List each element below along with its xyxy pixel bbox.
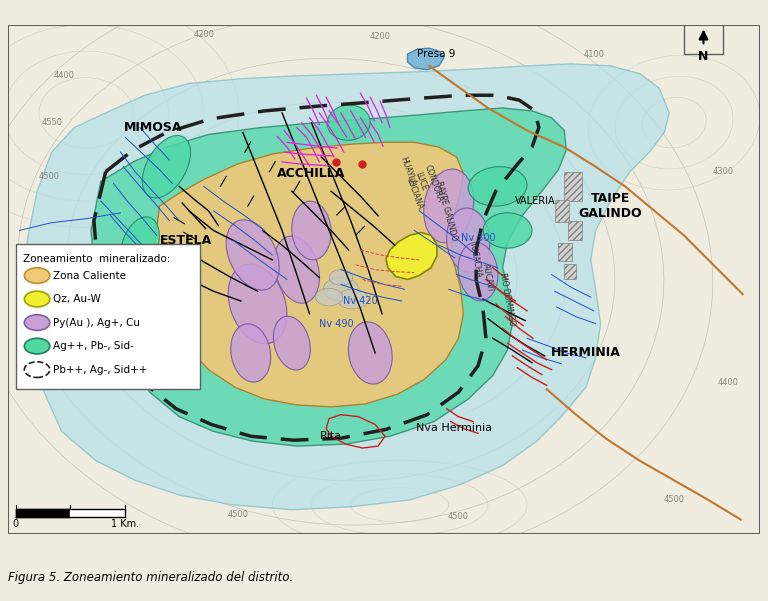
Ellipse shape	[424, 169, 474, 243]
Text: RIO DOMINGO: RIO DOMINGO	[498, 272, 517, 326]
Ellipse shape	[458, 242, 498, 301]
Ellipse shape	[121, 217, 160, 273]
Text: Nv 490: Nv 490	[319, 319, 353, 329]
Text: ESTELA: ESTELA	[160, 234, 212, 247]
Text: 4400: 4400	[54, 71, 75, 80]
Ellipse shape	[25, 291, 50, 307]
Text: ACCHILLA: ACCHILLA	[277, 167, 346, 180]
Text: 4200: 4200	[369, 32, 391, 41]
Text: VALERIA: VALERIA	[515, 196, 555, 206]
Bar	[554, 200, 569, 222]
Text: 1 Km.: 1 Km.	[111, 519, 139, 529]
Ellipse shape	[329, 270, 353, 285]
Text: CONDORA: CONDORA	[423, 163, 445, 203]
Bar	[568, 221, 582, 240]
Ellipse shape	[316, 288, 343, 306]
Text: Zona Caliente: Zona Caliente	[53, 270, 126, 281]
Text: Nv 420: Nv 420	[343, 296, 378, 306]
Polygon shape	[386, 233, 437, 279]
Text: 4500: 4500	[448, 512, 469, 521]
Polygon shape	[408, 48, 444, 70]
Ellipse shape	[25, 338, 50, 354]
Text: 4500: 4500	[66, 304, 87, 313]
Text: 4500: 4500	[664, 495, 684, 504]
Text: Py(Au ), Ag+, Cu: Py(Au ), Ag+, Cu	[53, 317, 140, 328]
Text: LUCIANA: LUCIANA	[405, 176, 424, 210]
Bar	[564, 172, 582, 201]
Text: MIMOSA: MIMOSA	[124, 121, 182, 134]
Ellipse shape	[142, 135, 190, 198]
Ellipse shape	[25, 267, 50, 284]
Ellipse shape	[25, 362, 50, 377]
Bar	[684, 17, 723, 54]
Text: 4300: 4300	[713, 167, 733, 176]
Text: Qz, Au-W: Qz, Au-W	[53, 294, 101, 304]
Text: 4400: 4400	[717, 378, 739, 387]
Text: Nv 300: Nv 300	[461, 233, 495, 243]
Text: 4500: 4500	[227, 510, 249, 519]
Ellipse shape	[228, 264, 287, 344]
Text: Ag++, Pb-, Sid-: Ag++, Pb-, Sid-	[53, 341, 134, 351]
Ellipse shape	[483, 213, 532, 248]
Ellipse shape	[447, 208, 490, 272]
Polygon shape	[91, 108, 566, 446]
Text: YUCACHA: YUCACHA	[468, 241, 484, 279]
Text: 4200: 4200	[194, 30, 214, 39]
Polygon shape	[22, 64, 669, 510]
Ellipse shape	[227, 220, 280, 290]
Text: TAIPE
GALINDO: TAIPE GALINDO	[578, 192, 642, 220]
Text: Figura 5. Zoneamiento mineralizado del distrito.: Figura 5. Zoneamiento mineralizado del d…	[8, 571, 293, 584]
Ellipse shape	[292, 201, 331, 260]
Text: Rita: Rita	[320, 432, 342, 441]
Text: Presa 9: Presa 9	[417, 49, 455, 59]
Text: RAYPE GALINDO: RAYPE GALINDO	[435, 180, 459, 242]
Ellipse shape	[468, 166, 527, 206]
Text: Nva Herminia: Nva Herminia	[415, 424, 492, 433]
Text: HERMINIA: HERMINIA	[551, 346, 621, 359]
Ellipse shape	[337, 289, 369, 309]
Text: 0: 0	[12, 519, 18, 529]
Bar	[558, 243, 572, 261]
Ellipse shape	[323, 278, 359, 301]
FancyBboxPatch shape	[15, 244, 200, 389]
Text: Zoneamiento  mineralizado:: Zoneamiento mineralizado:	[23, 254, 170, 264]
Text: Pb++, Ag-, Sid++: Pb++, Ag-, Sid++	[53, 365, 147, 374]
Ellipse shape	[273, 316, 310, 370]
Text: HUAYLA: HUAYLA	[398, 156, 417, 188]
Ellipse shape	[230, 324, 270, 382]
Ellipse shape	[327, 105, 370, 141]
Text: 4550: 4550	[41, 118, 62, 127]
Text: 4100: 4100	[583, 49, 604, 58]
Text: N: N	[698, 50, 709, 63]
Ellipse shape	[25, 315, 50, 331]
Bar	[564, 264, 576, 279]
Text: 4500: 4500	[38, 172, 59, 181]
Text: LUCE: LUCE	[414, 171, 429, 192]
Ellipse shape	[349, 322, 392, 384]
Ellipse shape	[274, 236, 319, 304]
Text: AUCAVI: AUCAVI	[481, 263, 495, 292]
Polygon shape	[154, 142, 463, 407]
